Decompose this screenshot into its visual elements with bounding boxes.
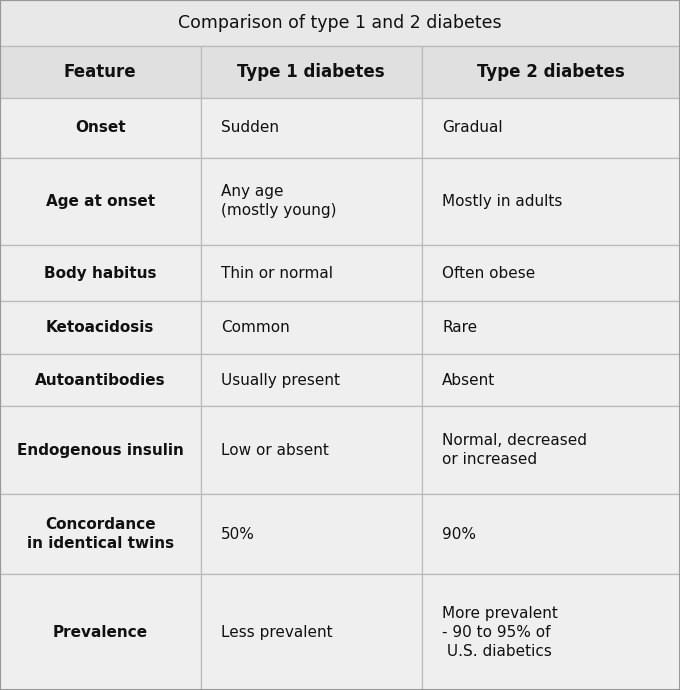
Text: Normal, decreased
or increased: Normal, decreased or increased xyxy=(442,433,587,467)
Text: Autoantibodies: Autoantibodies xyxy=(35,373,166,388)
Text: Concordance
in identical twins: Concordance in identical twins xyxy=(27,517,174,551)
Bar xyxy=(0,245,201,302)
Bar xyxy=(201,494,422,574)
Bar xyxy=(0,98,201,157)
Bar xyxy=(422,574,680,690)
Bar xyxy=(0,157,201,245)
Bar xyxy=(0,46,201,98)
Bar xyxy=(0,354,201,406)
Text: 50%: 50% xyxy=(221,526,255,542)
Text: Sudden: Sudden xyxy=(221,120,279,135)
Bar xyxy=(422,354,680,406)
Bar xyxy=(422,302,680,354)
Bar xyxy=(0,0,680,46)
Bar xyxy=(201,157,422,245)
Bar xyxy=(201,406,422,494)
Text: Rare: Rare xyxy=(442,320,477,335)
Bar xyxy=(0,574,201,690)
Bar xyxy=(422,245,680,302)
Text: Usually present: Usually present xyxy=(221,373,340,388)
Bar xyxy=(0,406,201,494)
Text: Mostly in adults: Mostly in adults xyxy=(442,194,562,209)
Text: 90%: 90% xyxy=(442,526,476,542)
Text: Ketoacidosis: Ketoacidosis xyxy=(46,320,154,335)
Bar xyxy=(201,245,422,302)
Bar xyxy=(0,494,201,574)
Text: Age at onset: Age at onset xyxy=(46,194,155,209)
Bar xyxy=(422,494,680,574)
Text: Absent: Absent xyxy=(442,373,495,388)
Text: Type 1 diabetes: Type 1 diabetes xyxy=(237,63,385,81)
Text: Often obese: Often obese xyxy=(442,266,535,281)
Text: Comparison of type 1 and 2 diabetes: Comparison of type 1 and 2 diabetes xyxy=(178,14,502,32)
Bar xyxy=(422,406,680,494)
Text: More prevalent
- 90 to 95% of
 U.S. diabetics: More prevalent - 90 to 95% of U.S. diabe… xyxy=(442,606,558,659)
Bar xyxy=(201,574,422,690)
Bar xyxy=(0,302,201,354)
Text: Feature: Feature xyxy=(64,63,137,81)
Text: Any age
(mostly young): Any age (mostly young) xyxy=(221,184,337,219)
Text: Less prevalent: Less prevalent xyxy=(221,624,333,640)
Text: Onset: Onset xyxy=(75,120,126,135)
Text: Common: Common xyxy=(221,320,290,335)
Bar xyxy=(201,98,422,157)
Bar xyxy=(201,354,422,406)
Text: Gradual: Gradual xyxy=(442,120,503,135)
Bar xyxy=(422,46,680,98)
Text: Thin or normal: Thin or normal xyxy=(221,266,333,281)
Text: Low or absent: Low or absent xyxy=(221,442,329,457)
Text: Type 2 diabetes: Type 2 diabetes xyxy=(477,63,625,81)
Text: Prevalence: Prevalence xyxy=(53,624,148,640)
Bar xyxy=(201,46,422,98)
Bar xyxy=(422,157,680,245)
Bar xyxy=(422,98,680,157)
Bar xyxy=(201,302,422,354)
Text: Endogenous insulin: Endogenous insulin xyxy=(17,442,184,457)
Text: Body habitus: Body habitus xyxy=(44,266,156,281)
